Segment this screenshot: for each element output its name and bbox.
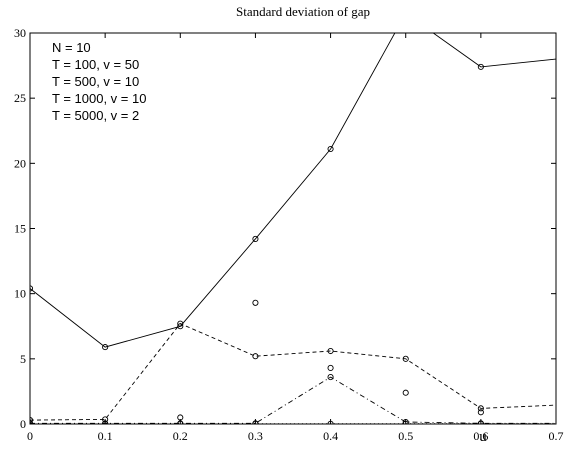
y-tick-label: 0	[20, 417, 26, 431]
isolated-data-point	[252, 299, 259, 306]
series-line-solid	[30, 33, 556, 348]
series-line-dash-dot	[30, 376, 556, 424]
data-point-marker	[327, 347, 334, 355]
data-point-marker	[252, 353, 259, 360]
data-point-marker	[402, 418, 409, 424]
markers-layer	[30, 63, 484, 424]
annotation-line: N = 10	[52, 40, 91, 55]
data-point-marker	[477, 63, 484, 70]
isolated-data-point	[402, 389, 409, 396]
data-point-marker	[402, 420, 409, 424]
series-layer	[30, 33, 556, 424]
x-tick-label: 0	[27, 429, 33, 443]
annotation-line: T = 500, v = 10	[52, 74, 139, 89]
series-line-dashed	[30, 323, 556, 421]
annotation-block: N = 10 T = 100, v = 50 T = 500, v = 10 T = …	[52, 40, 146, 123]
x-tick-label: 0.3	[248, 429, 263, 443]
y-tick-label: 15	[14, 222, 26, 236]
x-tick-label: 0.4	[323, 429, 338, 443]
data-point-marker	[477, 420, 484, 424]
y-tick-label: 25	[14, 91, 26, 105]
isolated-data-point	[177, 414, 184, 421]
data-point-marker	[30, 420, 34, 424]
y-tick-label: 10	[14, 287, 26, 301]
data-point-marker	[402, 355, 409, 362]
x-tick-label: 0.6	[473, 429, 488, 443]
chart-title: Standard deviation of gap	[236, 4, 370, 19]
x-tick-label: 0.5	[398, 429, 413, 443]
data-point-marker	[102, 420, 109, 424]
data-point-marker	[177, 420, 184, 424]
x-axis-label: u	[479, 429, 487, 445]
y-tick-label: 5	[20, 352, 26, 366]
data-point-marker	[327, 374, 334, 381]
isolated-data-point	[477, 409, 484, 416]
data-point-marker	[102, 416, 109, 423]
data-point-marker	[177, 323, 184, 330]
y-tick-label: 30	[14, 26, 26, 40]
annotation-line: T = 5000, v = 2	[52, 108, 139, 123]
data-point-marker	[252, 235, 259, 242]
annotation-line: T = 100, v = 50	[52, 57, 139, 72]
data-point-marker	[30, 285, 34, 292]
data-point-marker	[30, 417, 34, 424]
data-point-marker	[327, 145, 334, 153]
isolated-data-point	[327, 364, 334, 372]
x-tick-label: 0.2	[173, 429, 188, 443]
data-point-marker	[102, 344, 109, 351]
data-point-marker	[252, 420, 259, 424]
annotation-line: T = 1000, v = 10	[52, 91, 146, 106]
data-point-marker	[327, 420, 334, 424]
x-tick-label: 0.1	[98, 429, 113, 443]
y-tick-label: 20	[14, 156, 26, 170]
data-point-marker	[477, 405, 484, 412]
data-point-marker	[177, 320, 184, 327]
axis-ticks: 0 0.1 0.2 0.3 0.4 0.5 0.6 0.7 0 5 10 15 20 25 30	[14, 26, 564, 443]
x-tick-label: 0.7	[549, 429, 564, 443]
